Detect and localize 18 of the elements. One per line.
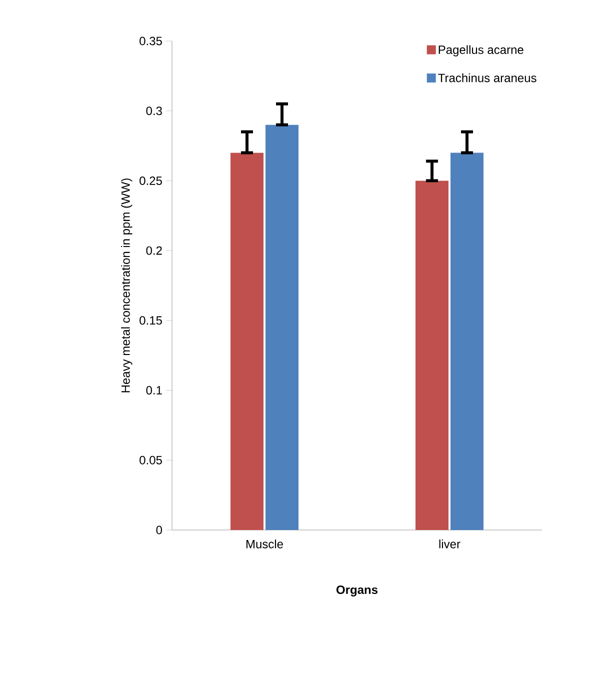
bar [266, 124, 298, 530]
y-tick-label: 0.35 [140, 36, 162, 46]
y-tick-label: 0.2 [146, 246, 162, 255]
bar [450, 152, 484, 530]
bar [230, 152, 264, 530]
y-tick-label: 0.1 [146, 386, 162, 395]
y-tick-label: 0.15 [140, 316, 162, 325]
bar [415, 180, 448, 530]
legend-label: Trachinus araneus [438, 73, 536, 82]
y-tick-label: 0.25 [140, 176, 162, 185]
x-axis-title: Organs [336, 586, 378, 596]
legend-label: Pagellus acarne [438, 45, 524, 56]
y-tick-label: 0 [156, 526, 162, 534]
x-tick-label: liver [439, 540, 460, 548]
y-tick-label: 0.3 [146, 106, 162, 116]
x-tick-label: Muscle [246, 540, 283, 548]
y-axis-title: Heavy metal concentration in ppm (WW) [121, 178, 132, 392]
y-tick-label: 0.05 [140, 456, 162, 464]
